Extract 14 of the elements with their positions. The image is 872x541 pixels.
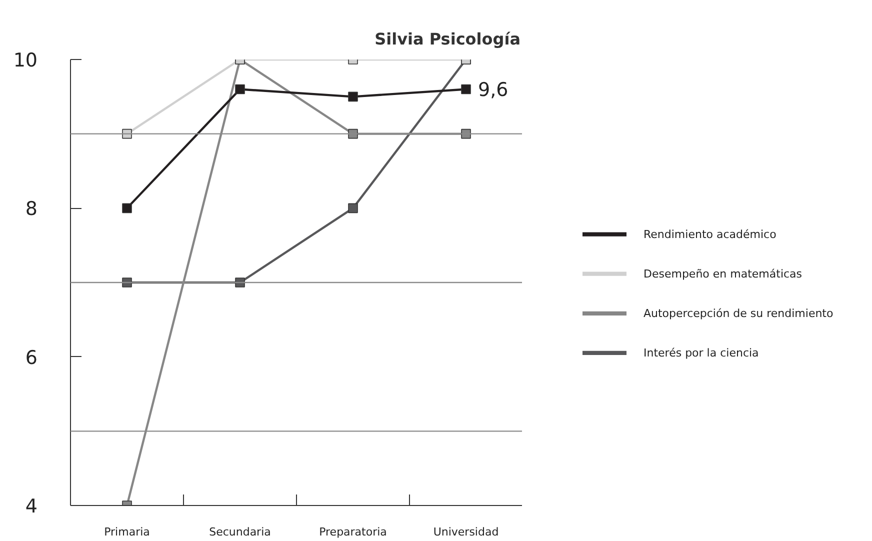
y-tick-label: 10	[13, 50, 38, 72]
chart-title: Silvia Psicología	[374, 30, 521, 48]
legend-label: Autopercepción de su rendimiento	[644, 306, 834, 320]
legend-label: Desempeño en matemáticas	[644, 267, 802, 280]
x-tick-label: Universidad	[433, 526, 499, 538]
y-tick-label: 8	[25, 198, 38, 220]
x-tick-label: Secundaria	[209, 526, 271, 538]
legend-label: Interés por la ciencia	[644, 346, 759, 360]
data-label: 9,6	[478, 79, 508, 102]
legend-label: Rendimiento académico	[644, 228, 777, 241]
x-tick-label: Primaria	[104, 526, 150, 538]
y-tick-label: 6	[25, 346, 38, 369]
y-tick-label: 4	[25, 496, 38, 518]
x-tick-label: Preparatoria	[319, 526, 387, 538]
